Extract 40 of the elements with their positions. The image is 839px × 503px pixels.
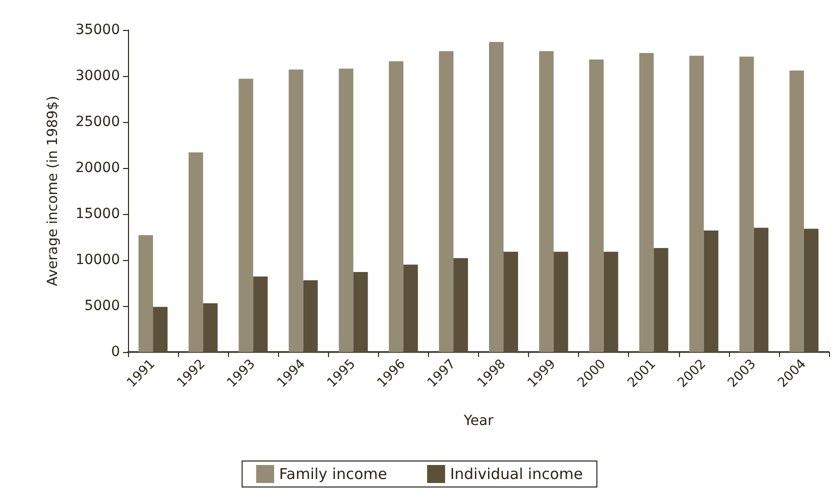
y-tick-label: 35000 — [75, 22, 120, 38]
y-tick-label: 30000 — [75, 68, 120, 84]
bar — [303, 280, 318, 352]
bar — [489, 42, 504, 352]
x-axis-title: Year — [462, 413, 494, 429]
bar — [253, 276, 268, 352]
bar — [438, 51, 454, 352]
bar — [739, 56, 754, 352]
bar — [403, 264, 418, 352]
bar — [188, 152, 204, 352]
y-tick-label: 15000 — [75, 206, 120, 222]
bar — [203, 303, 218, 352]
bar — [353, 272, 368, 352]
bar — [453, 258, 468, 352]
y-tick-label: 20000 — [75, 160, 120, 176]
y-axis-title: Average income (in 1989$) — [45, 96, 61, 286]
bar — [689, 56, 704, 352]
bar — [639, 53, 654, 352]
bar — [704, 230, 718, 352]
bar — [754, 228, 768, 352]
legend-label: Family income — [279, 465, 388, 483]
y-tick-label: 5000 — [84, 298, 120, 314]
bar — [604, 252, 618, 352]
legend-label: Individual income — [450, 465, 583, 483]
bar — [504, 252, 518, 352]
bar — [153, 306, 168, 352]
bar — [338, 68, 354, 352]
bar — [589, 59, 604, 352]
bar — [654, 248, 668, 352]
bar — [539, 51, 554, 352]
bar — [388, 61, 404, 352]
bar — [238, 78, 254, 352]
y-tick-label: 25000 — [75, 114, 120, 130]
bar — [138, 235, 154, 352]
bar — [804, 228, 818, 352]
bar — [288, 70, 304, 352]
bar — [554, 252, 568, 352]
y-tick-label: 0 — [111, 344, 120, 360]
y-tick-label: 10000 — [75, 252, 120, 268]
bar — [789, 70, 804, 352]
